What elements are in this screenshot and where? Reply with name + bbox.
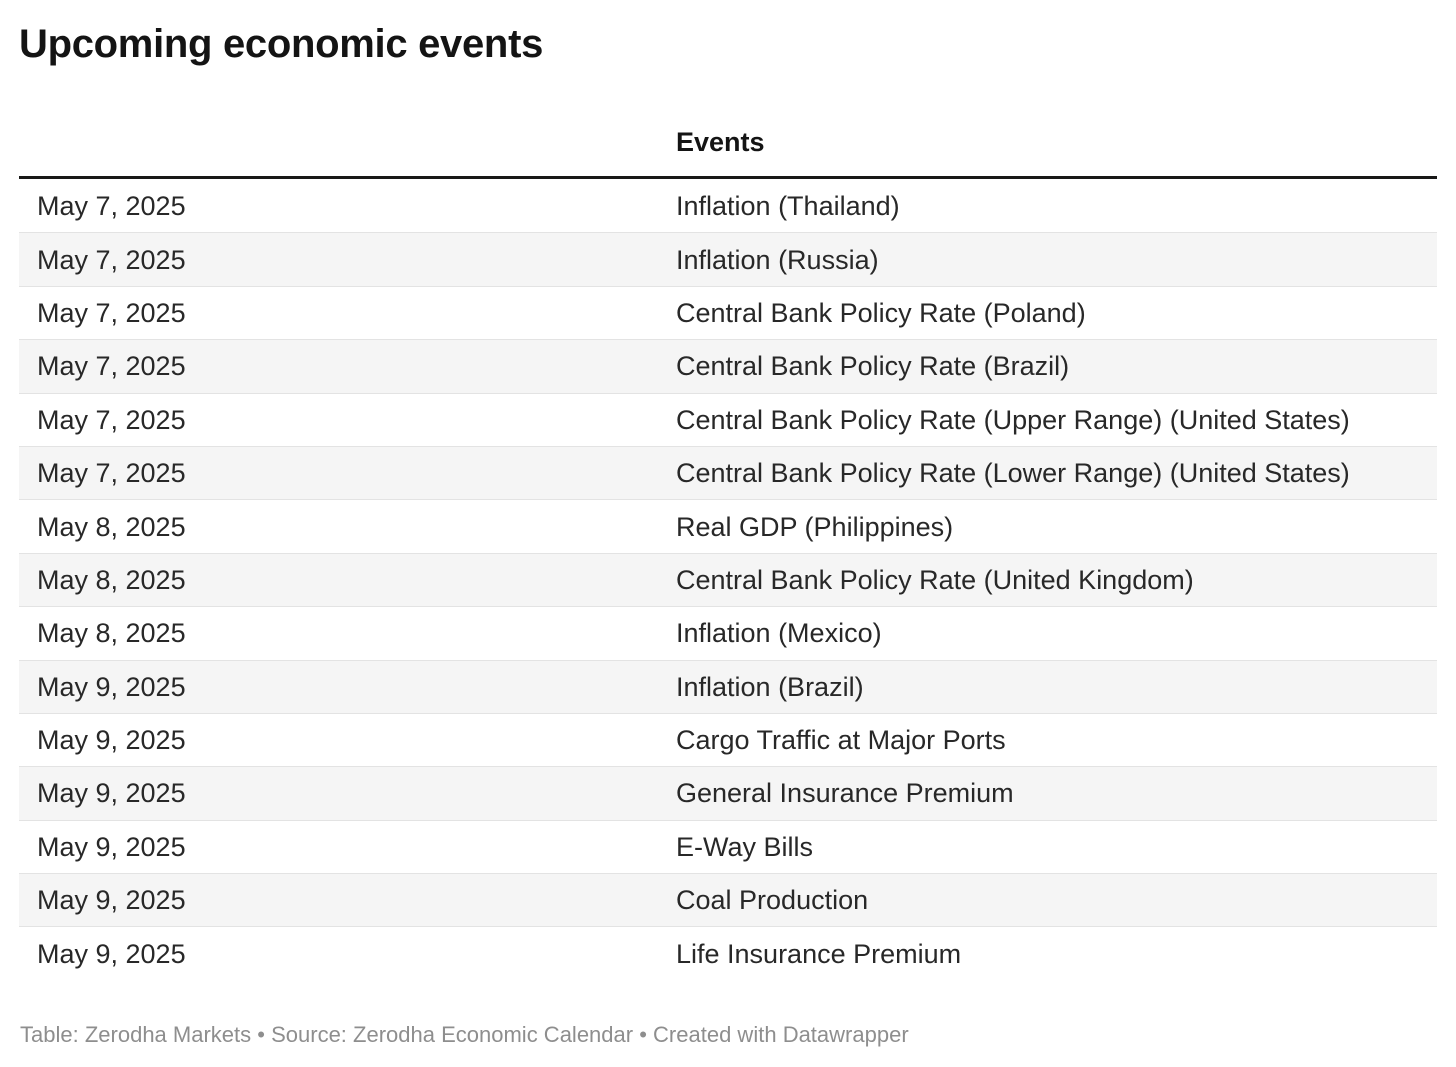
table-row: May 8, 2025 Real GDP (Philippines) <box>19 499 1437 553</box>
table-credit-label: Table: <box>20 1021 79 1047</box>
footer-bullet: • <box>639 1021 647 1047</box>
date-cell: May 7, 2025 <box>37 297 186 328</box>
event-cell: Inflation (Thailand) <box>676 190 900 221</box>
event-cell: General Insurance Premium <box>676 778 1014 809</box>
date-cell: May 7, 2025 <box>37 190 186 221</box>
event-cell: Central Bank Policy Rate (Lower Range) (… <box>676 458 1350 489</box>
table-row: May 9, 2025 General Insurance Premium <box>19 766 1437 820</box>
date-cell: May 7, 2025 <box>37 404 186 435</box>
date-cell: May 9, 2025 <box>37 671 186 702</box>
table-body: May 7, 2025 Inflation (Thailand) May 7, … <box>19 179 1437 980</box>
datawrapper-credit-link[interactable]: Datawrapper <box>782 1021 909 1047</box>
event-cell: Coal Production <box>676 885 869 916</box>
table-row: May 9, 2025 Coal Production <box>19 873 1437 927</box>
date-cell: May 8, 2025 <box>37 511 186 542</box>
table-row: May 9, 2025 E-Way Bills <box>19 819 1437 874</box>
events-column-header: Events <box>676 127 765 157</box>
event-cell: Central Bank Policy Rate (Upper Range) (… <box>676 404 1350 435</box>
date-cell: May 7, 2025 <box>37 458 186 489</box>
date-cell: May 9, 2025 <box>37 938 186 969</box>
attribution-footer: Table: Zerodha Markets • Source: Zerodha… <box>19 1022 1437 1048</box>
table-row: May 7, 2025 Central Bank Policy Rate (Po… <box>19 285 1437 340</box>
table-row: May 9, 2025 Cargo Traffic at Major Ports <box>19 712 1437 767</box>
table-row: May 8, 2025 Inflation (Mexico) <box>19 606 1437 660</box>
event-cell: E-Way Bills <box>676 831 814 862</box>
table-row: May 7, 2025 Central Bank Policy Rate (Up… <box>19 392 1437 446</box>
event-cell: Central Bank Policy Rate (United Kingdom… <box>676 564 1194 595</box>
table-row: May 7, 2025 Central Bank Policy Rate (Br… <box>19 339 1437 393</box>
source-credit-link[interactable]: Zerodha Economic Calendar <box>353 1021 634 1047</box>
date-cell: May 7, 2025 <box>37 351 186 382</box>
source-label: Source: <box>271 1021 347 1047</box>
table-header-rule <box>19 176 1437 179</box>
date-cell: May 9, 2025 <box>37 778 186 809</box>
date-cell: May 9, 2025 <box>37 725 186 756</box>
event-cell: Central Bank Policy Rate (Brazil) <box>676 351 1070 382</box>
table-row: May 9, 2025 Life Insurance Premium <box>19 926 1437 980</box>
table-credit-link[interactable]: Zerodha Markets <box>84 1021 252 1047</box>
date-cell: May 9, 2025 <box>37 885 186 916</box>
date-cell: May 8, 2025 <box>37 618 186 649</box>
date-cell: May 7, 2025 <box>37 244 186 275</box>
date-cell: May 8, 2025 <box>37 564 186 595</box>
table-row: May 7, 2025 Inflation (Thailand) <box>19 179 1437 233</box>
table-row: May 9, 2025 Inflation (Brazil) <box>19 659 1437 713</box>
table-header-row: Events <box>19 126 1437 176</box>
event-cell: Inflation (Mexico) <box>676 618 882 649</box>
table-row: May 8, 2025 Central Bank Policy Rate (Un… <box>19 552 1437 607</box>
event-cell: Life Insurance Premium <box>676 938 962 969</box>
event-cell: Inflation (Brazil) <box>676 671 864 702</box>
footer-bullet: • <box>257 1021 265 1047</box>
event-cell: Central Bank Policy Rate (Poland) <box>676 297 1086 328</box>
event-cell: Real GDP (Philippines) <box>676 511 954 542</box>
date-cell: May 9, 2025 <box>37 831 186 862</box>
event-cell: Inflation (Russia) <box>676 244 879 275</box>
table-row: May 7, 2025 Inflation (Russia) <box>19 232 1437 286</box>
created-with-label: Created with <box>653 1021 777 1047</box>
page-title: Upcoming economic events <box>19 22 544 66</box>
table-row: May 7, 2025 Central Bank Policy Rate (Lo… <box>19 445 1437 500</box>
event-cell: Cargo Traffic at Major Ports <box>676 725 1006 756</box>
